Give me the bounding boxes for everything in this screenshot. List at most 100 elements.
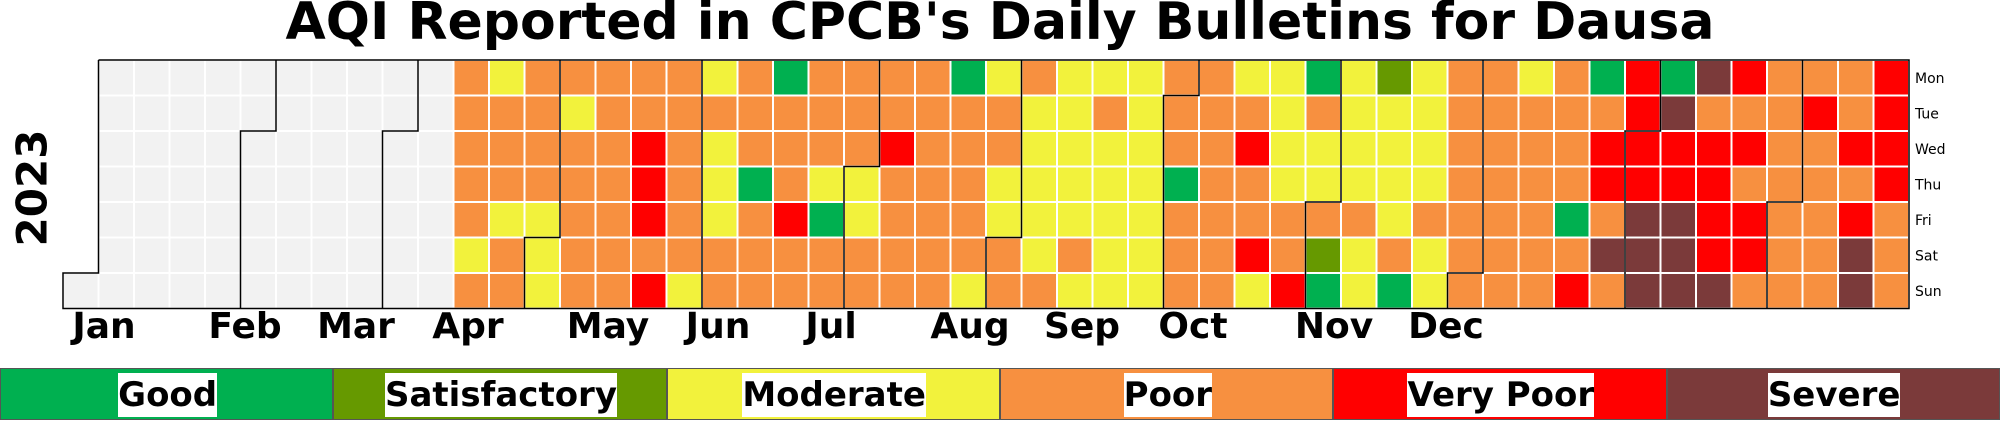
day-cell (1624, 165, 1662, 203)
legend-swatch: Very Poor (1333, 368, 1667, 420)
day-cell (133, 59, 171, 97)
day-cell (559, 272, 597, 310)
day-cell (239, 236, 277, 274)
day-cell (417, 236, 455, 274)
day-cell (1198, 236, 1236, 274)
day-cell (1766, 130, 1804, 168)
month-boundary (1162, 60, 1200, 309)
day-cell (204, 236, 242, 274)
month-boundary (843, 60, 881, 309)
day-cell (1269, 130, 1307, 168)
day-cell (1588, 59, 1626, 97)
day-cell (204, 130, 242, 168)
day-cell (559, 236, 597, 274)
day-cell (1872, 201, 1910, 239)
day-cell (949, 59, 987, 97)
day-cell (1588, 201, 1626, 239)
day-cell (1127, 272, 1165, 310)
day-cell (1411, 130, 1449, 168)
weekday-label: Tue (1914, 106, 1939, 122)
day-cell (310, 236, 348, 274)
day-cell (1872, 272, 1910, 310)
month-label: Sep (1043, 306, 1121, 347)
day-cell (1411, 236, 1449, 274)
day-cell (523, 130, 561, 168)
day-cell (1091, 236, 1129, 274)
day-cell (452, 236, 490, 274)
day-cell (736, 165, 774, 203)
day-cell (736, 272, 774, 310)
day-cell (630, 236, 668, 274)
day-cell (452, 201, 490, 239)
day-cell (1127, 165, 1165, 203)
day-cell (843, 94, 881, 132)
month-label: Feb (208, 306, 282, 347)
day-cell (133, 236, 171, 274)
day-cell (1162, 272, 1200, 310)
day-cell (949, 236, 987, 274)
day-cell (1766, 236, 1804, 274)
day-cell (701, 165, 739, 203)
day-cell (1766, 59, 1804, 97)
day-cell (1553, 130, 1591, 168)
day-cell (736, 59, 774, 97)
month-label: Nov (1294, 306, 1374, 347)
day-cell (1056, 201, 1094, 239)
day-cell (1695, 165, 1733, 203)
day-cell (1304, 94, 1342, 132)
day-cell (1482, 272, 1520, 310)
day-cell (1233, 272, 1271, 310)
day-cell (736, 236, 774, 274)
day-cell (97, 130, 135, 168)
day-cell (559, 59, 597, 97)
day-cell (346, 201, 384, 239)
day-cell (1482, 201, 1520, 239)
day-cell (878, 272, 916, 310)
day-cell (97, 165, 135, 203)
day-cell (1553, 201, 1591, 239)
legend-swatch: Good (0, 368, 334, 420)
legend-label: Moderate (742, 373, 926, 417)
day-cell (1837, 236, 1875, 274)
weekday-label: Sun (1915, 284, 1942, 300)
day-cell (310, 94, 348, 132)
day-cell (1659, 236, 1697, 274)
day-cell (1517, 272, 1555, 310)
day-cell (1375, 272, 1413, 310)
legend-swatch: Poor (1000, 368, 1334, 420)
day-cell (1162, 94, 1200, 132)
day-cell (1517, 201, 1555, 239)
day-cell (665, 130, 703, 168)
day-cell (594, 130, 632, 168)
day-cell (665, 94, 703, 132)
day-cell (1198, 201, 1236, 239)
day-cell (1446, 59, 1484, 97)
month-label: Apr (432, 306, 504, 347)
day-cell (310, 59, 348, 97)
day-cell (381, 201, 419, 239)
day-cell (772, 130, 810, 168)
day-cell (665, 165, 703, 203)
legend-swatch: Moderate (666, 368, 1000, 420)
day-cell (1624, 236, 1662, 274)
day-cell (1837, 165, 1875, 203)
day-cell (630, 130, 668, 168)
day-cell (1269, 201, 1307, 239)
day-cell (1482, 94, 1520, 132)
day-cell (346, 165, 384, 203)
month-label: Mar (317, 306, 395, 347)
day-cell (1304, 201, 1342, 239)
day-cell (346, 59, 384, 97)
day-cell (949, 94, 987, 132)
day-cell (914, 272, 952, 310)
day-cell (239, 165, 277, 203)
month-label: Aug (930, 306, 1010, 347)
month-label: Jan (72, 306, 136, 347)
calendar-border (62, 59, 1910, 310)
day-cell (1091, 94, 1129, 132)
day-cell (701, 94, 739, 132)
day-cell (1020, 59, 1058, 97)
chart-title: AQI Reported in CPCB's Daily Bulletins f… (285, 0, 1715, 52)
day-cell (310, 165, 348, 203)
day-cell (1553, 236, 1591, 274)
